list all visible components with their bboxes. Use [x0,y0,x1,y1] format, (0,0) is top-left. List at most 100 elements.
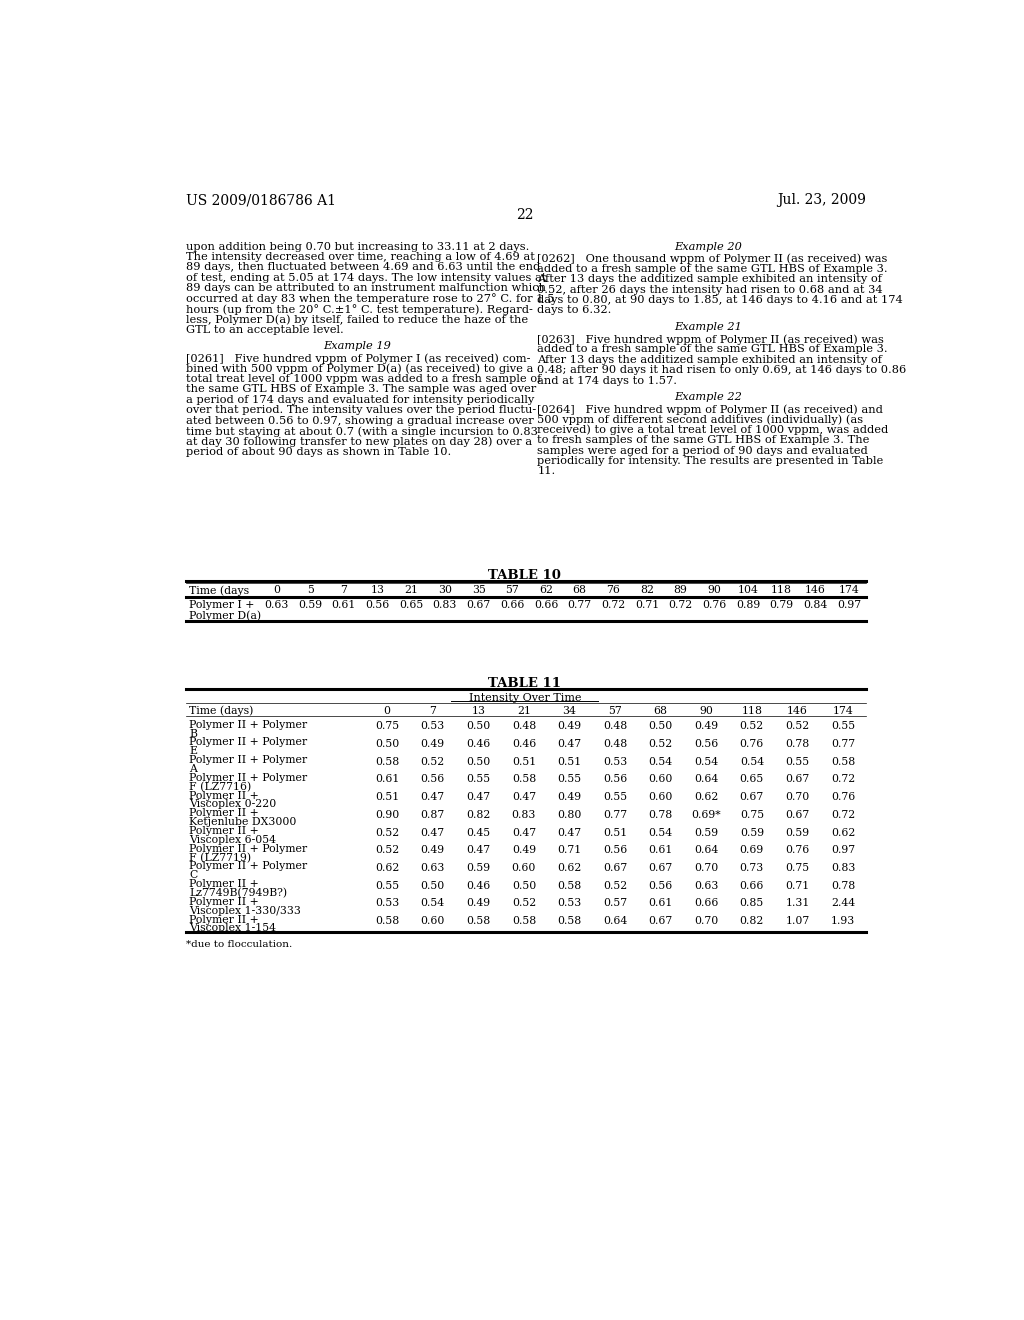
Text: 0.56: 0.56 [648,880,673,891]
Text: over that period. The intensity values over the period fluctu-: over that period. The intensity values o… [186,405,537,416]
Text: 500 vppm of different second additives (individually) (as: 500 vppm of different second additives (… [538,414,863,425]
Text: 118: 118 [771,585,793,595]
Text: 0.55: 0.55 [557,775,582,784]
Text: F (LZ7716): F (LZ7716) [189,781,252,792]
Text: 0.54: 0.54 [739,756,764,767]
Text: 0.51: 0.51 [557,756,582,767]
Text: 2.44: 2.44 [830,899,855,908]
Text: occurred at day 83 when the temperature rose to 27° C. for 1.5: occurred at day 83 when the temperature … [186,293,555,305]
Text: 1.31: 1.31 [785,899,810,908]
Text: 22: 22 [516,209,534,223]
Text: 0.70: 0.70 [694,916,719,927]
Text: 0.48; after 90 days it had risen to only 0.69, at 146 days to 0.86: 0.48; after 90 days it had risen to only… [538,366,906,375]
Text: Viscoplex 1-154: Viscoplex 1-154 [189,924,276,933]
Text: 0.78: 0.78 [648,810,673,820]
Text: 68: 68 [572,585,587,595]
Text: hours (up from the 20° C.±1° C. test temperature). Regard-: hours (up from the 20° C.±1° C. test tem… [186,304,534,314]
Text: C: C [189,870,198,880]
Text: Polymer I +: Polymer I + [189,601,255,610]
Text: Ketjenlube DX3000: Ketjenlube DX3000 [189,817,297,828]
Text: 0.51: 0.51 [512,756,536,767]
Text: to fresh samples of the same GTL HBS of Example 3. The: to fresh samples of the same GTL HBS of … [538,436,869,445]
Text: Viscoplex 6-054: Viscoplex 6-054 [189,834,276,845]
Text: 0.97: 0.97 [837,601,861,610]
Text: days to 0.80, at 90 days to 1.85, at 146 days to 4.16 and at 174: days to 0.80, at 90 days to 1.85, at 146… [538,296,903,305]
Text: 0.53: 0.53 [375,899,399,908]
Text: 0.48: 0.48 [603,721,628,731]
Text: 0.48: 0.48 [603,739,628,748]
Text: 0.50: 0.50 [421,880,444,891]
Text: a period of 174 days and evaluated for intensity periodically: a period of 174 days and evaluated for i… [186,395,535,405]
Text: Lz7749B(7949B?): Lz7749B(7949B?) [189,888,288,899]
Text: 0.69*: 0.69* [691,810,721,820]
Text: 0.58: 0.58 [512,916,536,927]
Text: Example 22: Example 22 [674,392,741,403]
Text: 0.82: 0.82 [739,916,764,927]
Text: 1.07: 1.07 [785,916,810,927]
Text: 30: 30 [438,585,452,595]
Text: 0.52: 0.52 [421,756,444,767]
Text: 13: 13 [371,585,385,595]
Text: 0.67: 0.67 [648,916,673,927]
Text: 89 days can be attributed to an instrument malfunction which: 89 days can be attributed to an instrume… [186,284,546,293]
Text: 0.76: 0.76 [785,845,810,855]
Text: 0.54: 0.54 [648,828,673,837]
Text: 0.54: 0.54 [648,756,673,767]
Text: 0.67: 0.67 [785,775,810,784]
Text: period of about 90 days as shown in Table 10.: period of about 90 days as shown in Tabl… [186,446,452,457]
Text: TABLE 10: TABLE 10 [488,569,561,582]
Text: 0.72: 0.72 [669,601,693,610]
Text: [0262]   One thousand wppm of Polymer II (as received) was: [0262] One thousand wppm of Polymer II (… [538,253,888,264]
Text: 0.58: 0.58 [830,756,855,767]
Text: 174: 174 [833,706,853,715]
Text: 0.63: 0.63 [264,601,289,610]
Text: 0.89: 0.89 [736,601,760,610]
Text: of test, ending at 5.05 at 174 days. The low intensity values at: of test, ending at 5.05 at 174 days. The… [186,273,547,282]
Text: 0.78: 0.78 [785,739,810,748]
Text: 0.50: 0.50 [466,756,490,767]
Text: 0.47: 0.47 [512,828,536,837]
Text: 0.47: 0.47 [466,792,490,803]
Text: E: E [189,746,198,756]
Text: 0.52: 0.52 [739,721,764,731]
Text: 0.55: 0.55 [375,880,399,891]
Text: 0.50: 0.50 [648,721,673,731]
Text: 0.53: 0.53 [557,899,582,908]
Text: 7: 7 [341,585,347,595]
Text: 89 days, then fluctuated between 4.69 and 6.63 until the end: 89 days, then fluctuated between 4.69 an… [186,263,541,272]
Text: 0.76: 0.76 [830,792,855,803]
Text: 0.54: 0.54 [694,756,718,767]
Text: Polymer II +: Polymer II + [189,896,259,907]
Text: 0.61: 0.61 [332,601,356,610]
Text: 90: 90 [699,706,713,715]
Text: 0.72: 0.72 [830,775,855,784]
Text: 11.: 11. [538,466,555,477]
Text: 0.70: 0.70 [785,792,810,803]
Text: *due to flocculation.: *due to flocculation. [186,940,293,949]
Text: 0.87: 0.87 [421,810,444,820]
Text: 0.77: 0.77 [830,739,855,748]
Text: Polymer II +: Polymer II + [189,826,259,836]
Text: The intensity decreased over time, reaching a low of 4.69 at: The intensity decreased over time, reach… [186,252,535,261]
Text: time but staying at about 0.7 (with a single incursion to 0.83: time but staying at about 0.7 (with a si… [186,426,538,437]
Text: total treat level of 1000 vppm was added to a fresh sample of: total treat level of 1000 vppm was added… [186,374,542,384]
Text: 0: 0 [384,706,391,715]
Text: Viscoplex 0-220: Viscoplex 0-220 [189,800,276,809]
Text: 0.71: 0.71 [635,601,659,610]
Text: 57: 57 [608,706,622,715]
Text: ated between 0.56 to 0.97, showing a gradual increase over: ated between 0.56 to 0.97, showing a gra… [186,416,534,425]
Text: 0.61: 0.61 [648,845,673,855]
Text: 0.72: 0.72 [601,601,626,610]
Text: 0.52: 0.52 [648,739,673,748]
Text: Polymer II + Polymer: Polymer II + Polymer [189,843,307,854]
Text: TABLE 11: TABLE 11 [488,677,561,689]
Text: 0.53: 0.53 [421,721,444,731]
Text: 0.53: 0.53 [603,756,628,767]
Text: 0.49: 0.49 [466,899,490,908]
Text: 34: 34 [562,706,577,715]
Text: 0.47: 0.47 [557,828,582,837]
Text: 1.93: 1.93 [830,916,855,927]
Text: 0.67: 0.67 [467,601,490,610]
Text: 0.46: 0.46 [466,739,490,748]
Text: Time (days: Time (days [189,585,250,595]
